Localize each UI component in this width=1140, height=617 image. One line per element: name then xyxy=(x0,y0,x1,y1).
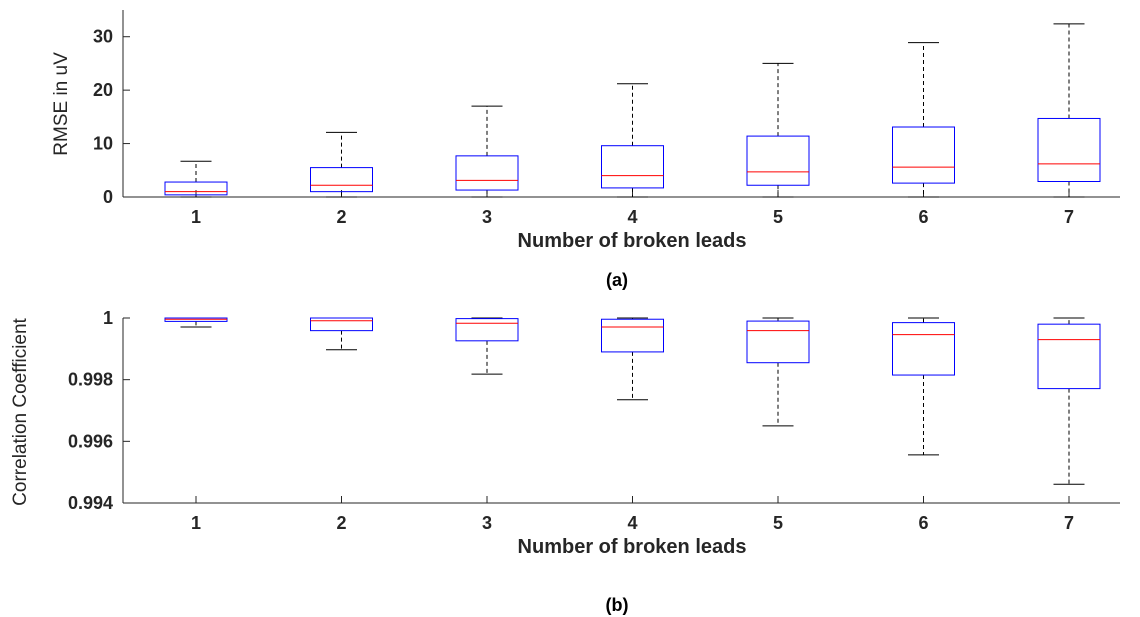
y-tick-label: 0.998 xyxy=(68,370,113,390)
x-tick-label: 6 xyxy=(918,513,928,533)
panel-b-ylabel: Correlation Coefficient xyxy=(10,317,31,505)
box-iqr xyxy=(747,321,809,363)
box-iqr xyxy=(893,127,955,183)
y-tick-label: 10 xyxy=(93,134,113,154)
x-tick-label: 5 xyxy=(773,513,783,533)
y-tick-label: 0.994 xyxy=(68,493,113,513)
box-iqr xyxy=(747,136,809,185)
y-tick-label: 20 xyxy=(93,80,113,100)
box-iqr xyxy=(311,318,373,331)
panel-b-xlabel: Number of broken leads xyxy=(518,536,747,558)
box-iqr xyxy=(602,319,664,352)
y-tick-label: 0.996 xyxy=(68,431,113,451)
box-iqr xyxy=(893,323,955,375)
x-tick-label: 6 xyxy=(918,207,928,227)
x-tick-label: 5 xyxy=(773,207,783,227)
box-iqr xyxy=(311,168,373,192)
x-tick-label: 1 xyxy=(191,207,201,227)
box-iqr xyxy=(1038,118,1100,181)
box-iqr xyxy=(1038,324,1100,388)
box-iqr xyxy=(602,146,664,188)
x-tick-label: 3 xyxy=(482,207,492,227)
x-tick-label: 4 xyxy=(627,513,637,533)
x-tick-label: 7 xyxy=(1064,207,1074,227)
panel-b-correlation-boxplot: Correlation Coefficient Number of broken… xyxy=(10,308,1120,615)
box-iqr xyxy=(456,319,518,341)
box-iqr xyxy=(456,156,518,190)
y-tick-label: 0 xyxy=(103,187,113,207)
x-tick-label: 2 xyxy=(336,207,346,227)
x-tick-label: 2 xyxy=(336,513,346,533)
panel-a-rmse-boxplot: RMSE in uV Number of broken leads (a) 0 1… xyxy=(51,10,1120,290)
x-tick-label: 7 xyxy=(1064,513,1074,533)
panel-a-xlabel: Number of broken leads xyxy=(518,230,747,252)
x-tick-label: 4 xyxy=(627,207,637,227)
y-tick-label: 1 xyxy=(103,308,113,328)
panel-b-label: (b) xyxy=(606,595,629,615)
x-tick-label: 1 xyxy=(191,513,201,533)
x-tick-label: 3 xyxy=(482,513,492,533)
panel-a-label: (a) xyxy=(606,270,628,290)
panel-a-ylabel: RMSE in uV xyxy=(51,52,72,156)
y-tick-label: 30 xyxy=(93,27,113,47)
